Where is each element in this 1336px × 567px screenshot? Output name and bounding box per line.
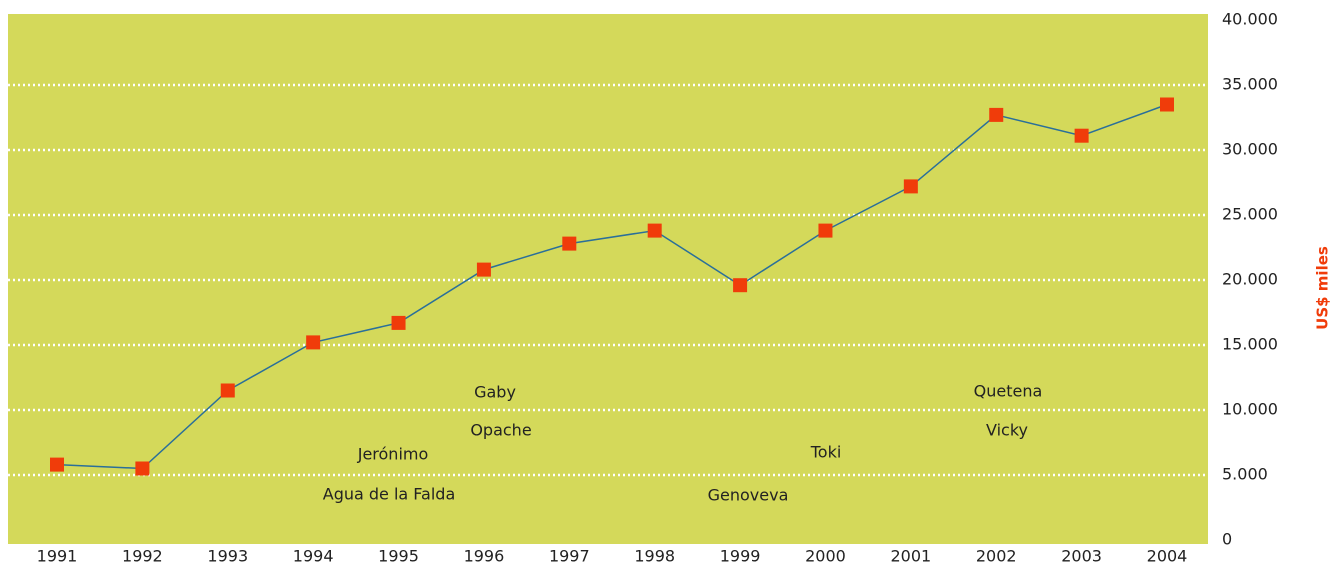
y-axis-label: US$ miles bbox=[1314, 246, 1332, 330]
x-tick-label: 1993 bbox=[207, 547, 248, 566]
x-tick-label: 2002 bbox=[976, 547, 1017, 566]
x-tick-label: 2000 bbox=[805, 547, 846, 566]
x-tick-label: 1998 bbox=[634, 547, 675, 566]
x-tick-label: 1999 bbox=[720, 547, 761, 566]
marker bbox=[1160, 97, 1174, 112]
annotation: Jerónimo bbox=[357, 445, 429, 464]
marker bbox=[50, 457, 64, 472]
annotation: Toki bbox=[810, 443, 842, 462]
annotation: Gaby bbox=[474, 383, 516, 402]
y-tick-label: 20.000 bbox=[1222, 270, 1278, 289]
marker bbox=[391, 315, 406, 330]
y-tick-label: 10.000 bbox=[1222, 400, 1278, 419]
marker bbox=[476, 262, 491, 277]
y-tick-label: 15.000 bbox=[1222, 335, 1278, 354]
marker bbox=[135, 461, 150, 476]
marker bbox=[220, 383, 235, 398]
y-tick-label: 40.000 bbox=[1222, 10, 1278, 29]
y-tick-label: 30.000 bbox=[1222, 140, 1278, 159]
annotation: Vicky bbox=[986, 421, 1028, 440]
x-tick-label: 1996 bbox=[464, 547, 505, 566]
marker bbox=[733, 278, 748, 293]
marker bbox=[903, 179, 918, 194]
marker bbox=[562, 236, 577, 251]
y-tick-label: 35.000 bbox=[1222, 75, 1278, 94]
y-tick-label: 25.000 bbox=[1222, 205, 1278, 224]
x-tick-label: 1991 bbox=[37, 547, 78, 566]
x-tick-label: 2003 bbox=[1061, 547, 1102, 566]
annotation: Genoveva bbox=[708, 486, 789, 505]
y-tick-label: 5.000 bbox=[1222, 465, 1268, 484]
x-tick-label: 1995 bbox=[378, 547, 419, 566]
annotation: Quetena bbox=[974, 382, 1043, 401]
annotation: Agua de la Falda bbox=[323, 485, 456, 504]
x-tick-label: 1997 bbox=[549, 547, 590, 566]
x-tick-label: 1992 bbox=[122, 547, 163, 566]
x-tick-label: 1994 bbox=[293, 547, 334, 566]
marker bbox=[989, 107, 1004, 122]
line bbox=[56, 103, 1168, 470]
annotation: Opache bbox=[470, 421, 531, 440]
x-tick-label: 2004 bbox=[1147, 547, 1188, 566]
marker bbox=[1074, 128, 1089, 143]
x-tick-label: 2001 bbox=[890, 547, 931, 566]
y-tick-label: 0 bbox=[1222, 530, 1232, 549]
marker bbox=[818, 223, 833, 238]
marker bbox=[306, 335, 321, 350]
marker bbox=[647, 223, 662, 238]
